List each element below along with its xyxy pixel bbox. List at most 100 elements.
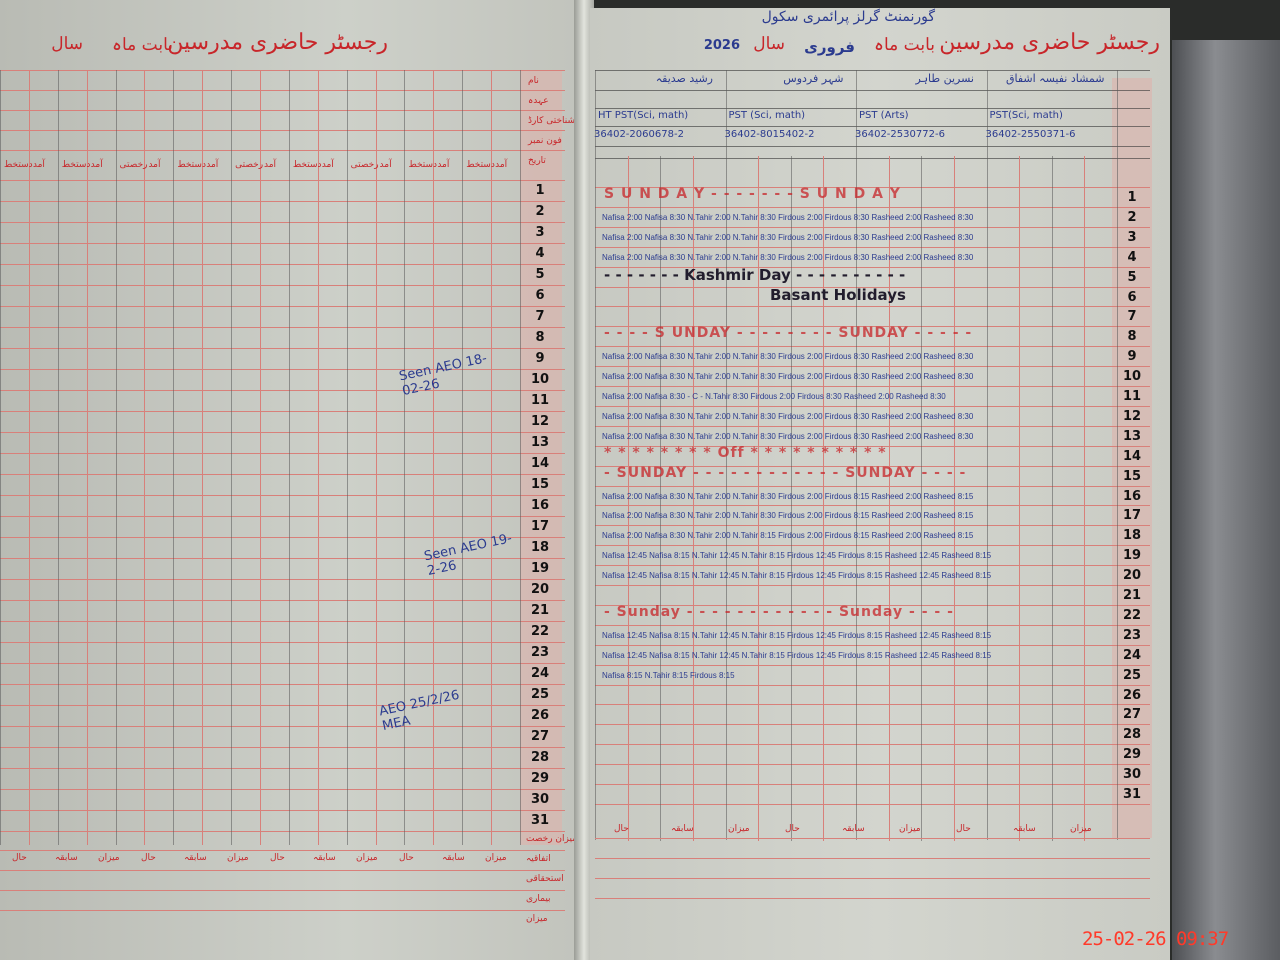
grid-column-line	[231, 70, 233, 845]
date-number: 18	[530, 540, 550, 555]
footer-label: سابقہ	[671, 824, 694, 834]
attendance-entry: Nafisa 2:00 Nafisa 8:30 N.Tahir 2:00 N.T…	[602, 372, 974, 382]
footer-label: میزان	[899, 824, 921, 834]
date-number: 23	[530, 645, 550, 660]
month-value: فروری	[804, 38, 855, 56]
attendance-entry: Nafisa 2:00 Nafisa 8:30 N.Tahir 2:00 N.T…	[602, 252, 974, 262]
footer-row-line	[595, 858, 1150, 859]
footer-label: میزان	[356, 853, 378, 863]
grid-row-line	[0, 495, 565, 496]
date-number: 22	[1122, 607, 1142, 623]
footer-label: سابقہ	[313, 853, 336, 863]
column-header: آمد	[264, 160, 277, 170]
grid-row-line	[0, 726, 565, 727]
teacher-cnic: 36402-8015402-2	[724, 129, 815, 140]
footer-label: میزان	[728, 824, 750, 834]
right-page-title: رجسٹر حاضری مدرسین	[939, 30, 1160, 55]
grid-row-line	[595, 425, 1150, 427]
footer-label: حال	[614, 824, 629, 834]
header-row-line	[595, 70, 1150, 71]
teacher-designation: PST(Sci, math)	[989, 110, 1063, 121]
date-number: 30	[1122, 767, 1142, 783]
date-number: 20	[1122, 568, 1142, 584]
grid-row-line	[595, 405, 1150, 407]
date-number: 10	[530, 372, 550, 387]
date-number: 27	[1122, 707, 1142, 723]
grid-row-line	[595, 366, 1150, 368]
grid-row-line	[595, 545, 1150, 547]
footer-row-line	[0, 890, 565, 891]
grid-row-line	[0, 579, 565, 580]
date-number: 8	[535, 330, 545, 345]
grid-row-line	[595, 764, 1150, 766]
column-header: آمد	[379, 160, 392, 170]
grid-row-line	[595, 326, 1150, 328]
grid-column-line	[660, 156, 662, 841]
date-number: 1	[535, 183, 545, 198]
grid-row-line	[0, 642, 565, 643]
footer-label: حال	[399, 853, 414, 863]
teacher-designation: PST (Sci, math)	[728, 110, 806, 121]
attendance-entry: Nafisa 12:45 Nafisa 8:15 N.Tahir 12:45 N…	[602, 571, 992, 581]
teacher-designation: HT PST(Sci, math)	[598, 110, 689, 121]
grid-row-line	[595, 585, 1150, 586]
register-annotation: * * * * * * * * Off * * * * * * * * * *	[604, 444, 887, 461]
column-header: رخصتی	[235, 160, 264, 170]
grid-row-line	[595, 704, 1150, 706]
footer-label: میزان	[485, 853, 507, 863]
grid-row-line	[0, 705, 565, 706]
footer-label: حال	[141, 853, 156, 863]
date-number: 13	[530, 435, 550, 450]
grid-column-line	[595, 70, 596, 840]
grid-column-line	[0, 70, 1, 845]
footer-label: میزان	[1070, 824, 1092, 834]
row-label: تاریخ	[528, 156, 546, 166]
book-gutter	[574, 0, 594, 960]
grid-column-line	[1051, 156, 1053, 841]
grid-row-line	[595, 187, 1150, 188]
date-number: 31	[530, 813, 550, 828]
date-number: 7	[535, 309, 545, 324]
date-number: 26	[1122, 687, 1142, 703]
grid-row-line	[595, 784, 1150, 785]
grid-column-line	[57, 70, 59, 845]
register-annotation: - Sunday - - - - - - - - - - - - Sunday …	[604, 603, 954, 620]
date-number: 10	[1122, 369, 1142, 385]
year-value: 2026	[703, 38, 740, 53]
date-number: 30	[530, 792, 550, 807]
column-header: دستخط	[4, 160, 33, 170]
date-number: 22	[530, 624, 550, 639]
date-number: 11	[530, 393, 550, 408]
date-number: 14	[530, 456, 550, 471]
grid-column-line	[202, 70, 204, 845]
teacher-name: رشید صدیقہ	[655, 72, 713, 85]
date-column	[520, 70, 562, 845]
aeo-signature: Seen AEO 19-2-26	[422, 531, 514, 580]
footer-label: سابقہ	[1013, 824, 1036, 834]
grid-column-line	[790, 156, 792, 841]
grid-row-line	[595, 624, 1150, 626]
column-header: دستخط	[61, 160, 91, 170]
footer-row-label: میزان	[526, 914, 548, 924]
grid-row-line	[0, 327, 565, 328]
right-year-label: سال	[753, 34, 785, 54]
teacher-name: شہر فردوس	[783, 72, 844, 85]
date-number: 19	[530, 561, 550, 576]
date-number: 12	[1122, 408, 1142, 424]
date-number: 6	[1127, 289, 1137, 305]
date-column	[1112, 78, 1152, 838]
date-number: 9	[535, 351, 545, 366]
grid-row-line	[595, 485, 1150, 487]
date-number: 21	[1122, 588, 1142, 603]
grid-row-line	[0, 537, 565, 538]
grid-row-line	[0, 369, 565, 370]
teacher-name: شمشاد نفیسہ اشفاق	[1005, 72, 1105, 85]
date-number: 17	[1122, 508, 1142, 524]
footer-row-label: استحقاقی	[526, 874, 564, 884]
column-header: آمد	[437, 160, 450, 170]
grid-column-line	[888, 156, 890, 841]
header-row-line	[0, 130, 565, 131]
register-annotation: - SUNDAY - - - - - - - - - - - - SUNDAY …	[604, 464, 967, 481]
grid-row-line	[0, 453, 565, 454]
